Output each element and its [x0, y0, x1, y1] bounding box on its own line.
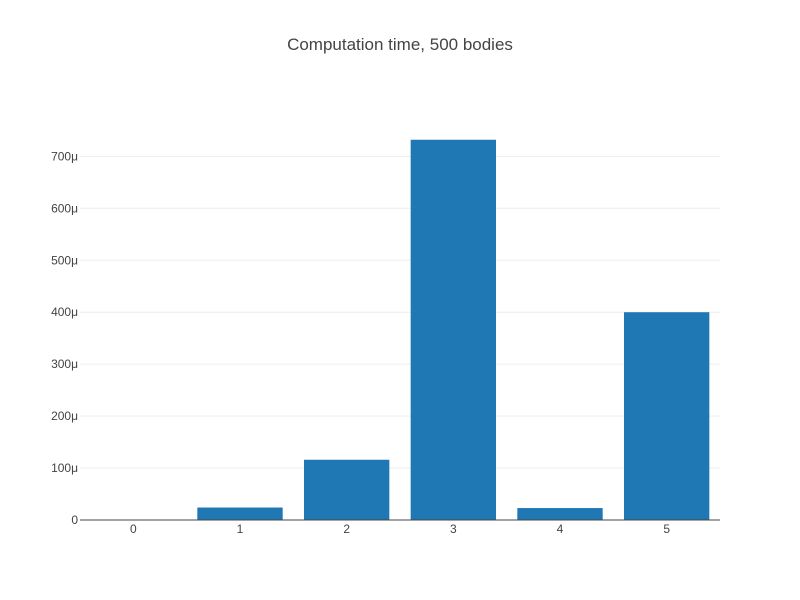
bars — [90, 139, 710, 520]
y-axis-ticks: 0 100μ 200μ 300μ 400μ 500μ 600μ 700μ — [51, 149, 78, 527]
y-tick-label: 200μ — [51, 409, 78, 423]
y-tick-label: 100μ — [51, 461, 78, 475]
gridlines — [80, 155, 720, 469]
x-tick-label: 2 — [343, 522, 350, 536]
x-tick-label: 5 — [663, 522, 670, 536]
x-tick-label: 4 — [557, 522, 564, 536]
x-tick-label: 3 — [450, 522, 457, 536]
bar-3 — [410, 139, 496, 520]
x-axis-ticks: 0 1 2 3 4 5 — [130, 522, 670, 536]
x-tick-label: 1 — [237, 522, 244, 536]
y-tick-label: 600μ — [51, 201, 78, 215]
y-tick-label: 500μ — [51, 253, 78, 267]
x-tick-label: 0 — [130, 522, 137, 536]
y-tick-label: 700μ — [51, 149, 78, 163]
y-tick-label: 300μ — [51, 357, 78, 371]
chart-title: Computation time, 500 bodies — [287, 35, 513, 54]
y-tick-label: 0 — [71, 513, 78, 527]
bar-5 — [624, 312, 710, 520]
bar-1 — [197, 507, 283, 520]
bar-4 — [517, 508, 603, 520]
bar-2 — [304, 459, 390, 520]
y-tick-label: 400μ — [51, 305, 78, 319]
